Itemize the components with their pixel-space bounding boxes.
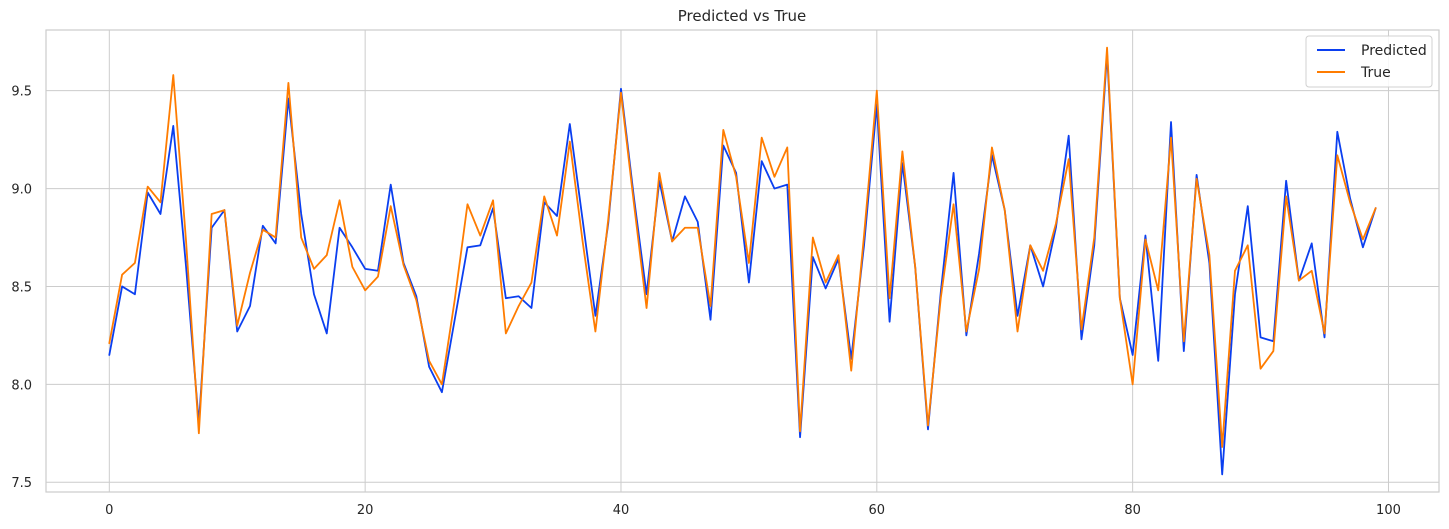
grid-lines <box>46 30 1439 492</box>
legend: Predicted True <box>1305 35 1433 88</box>
y-tick-label: 8.0 <box>11 378 32 393</box>
legend-label-predicted: Predicted <box>1361 43 1427 59</box>
axes-frame <box>45 29 1440 493</box>
axes-border <box>45 29 1440 493</box>
x-tick-label: 20 <box>357 503 374 518</box>
y-tick-label: 9.5 <box>11 85 32 100</box>
x-tick-label: 40 <box>613 503 630 518</box>
x-tick-label: 80 <box>1124 503 1141 518</box>
y-tick-label: 9.0 <box>11 183 32 198</box>
chart-title: Predicted vs True <box>678 7 807 25</box>
x-tick-label: 0 <box>105 503 113 518</box>
x-tick-label: 60 <box>869 503 886 518</box>
y-tick-label: 8.5 <box>11 280 32 295</box>
tick-labels: 0 20 40 60 80 100 7.5 8.0 8.5 9.0 9.5 <box>11 85 1401 518</box>
x-tick-label: 100 <box>1376 503 1401 518</box>
legend-box <box>1305 35 1433 88</box>
legend-label-true: True <box>1360 65 1391 81</box>
y-tick-label: 7.5 <box>11 476 32 491</box>
series-line-true <box>108 46 1377 448</box>
series-layer <box>108 46 1377 476</box>
series-line-predicted <box>108 52 1377 476</box>
plot-area <box>46 30 1439 492</box>
